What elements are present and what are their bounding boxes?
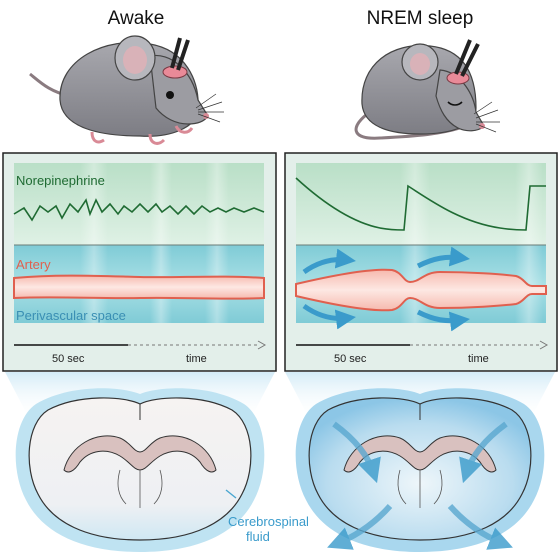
flow-arrow-icon xyxy=(447,504,513,550)
axis-scale-left: 50 sec xyxy=(52,353,85,365)
flow-arrow-icon xyxy=(459,421,508,484)
label-norepinephrine-left: Norepinephrine xyxy=(16,173,105,188)
axis-time-left: time xyxy=(186,353,207,365)
label-artery-left: Artery xyxy=(16,257,51,272)
artery-awake xyxy=(13,274,265,300)
panel-nrem xyxy=(284,152,558,372)
flow-arrow-icon xyxy=(416,309,470,332)
flow-arrow-icon xyxy=(302,248,356,275)
flow-arrow-icon xyxy=(327,504,393,550)
norepinephrine-trace-awake xyxy=(13,198,265,222)
mouse-sleeping-icon xyxy=(354,39,500,140)
title-nrem: NREM sleep xyxy=(367,8,474,29)
flow-arrow-icon xyxy=(332,421,381,484)
label-csf-line2: fluid xyxy=(246,529,270,544)
label-perivascular-left: Perivascular space xyxy=(16,308,126,323)
title-awake: Awake xyxy=(108,8,165,29)
mouse-awake-icon xyxy=(29,35,224,145)
axis-scale-right: 50 sec xyxy=(334,353,367,365)
brain-section-icon xyxy=(15,388,265,552)
norepinephrine-trace-nrem xyxy=(295,177,546,231)
flow-arrow-icon xyxy=(302,303,356,330)
flow-arrow-icon xyxy=(416,246,470,269)
axis-time-right: time xyxy=(468,353,489,365)
brain-section-icon xyxy=(295,388,545,552)
panel-awake xyxy=(2,152,277,372)
label-csf-line1: Cerebrospinal xyxy=(228,514,309,529)
artery-nrem xyxy=(295,268,547,312)
